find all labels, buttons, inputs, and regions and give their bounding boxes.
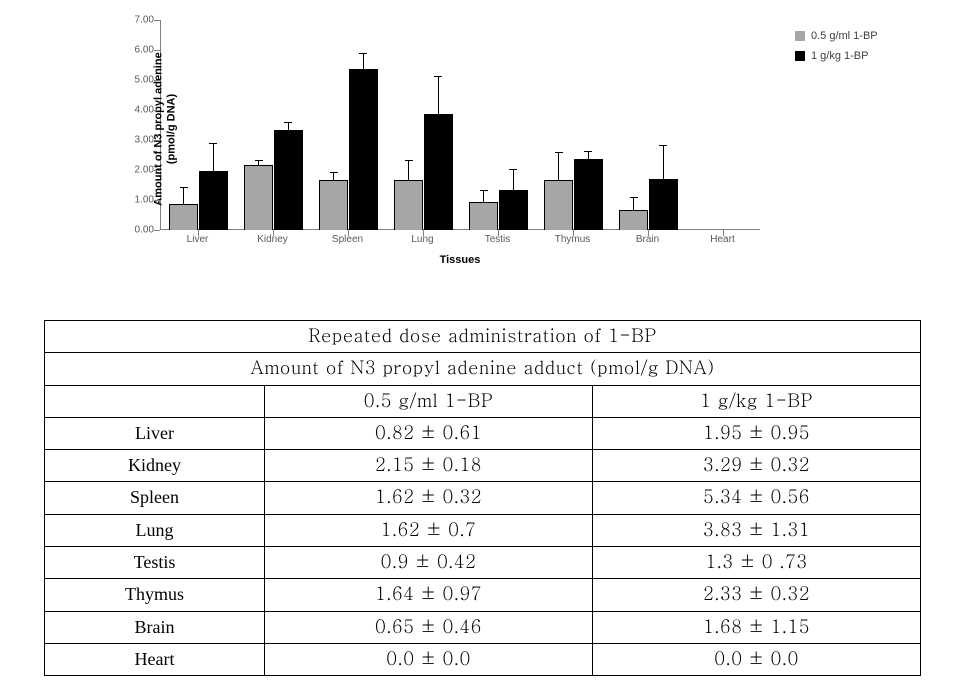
legend-swatch: [795, 31, 805, 41]
y-tick-mark: [154, 170, 160, 171]
table-row: Liver 0.82 ± 0.61 1.95 ± 0.95: [45, 417, 921, 449]
bars-layer: [160, 20, 760, 230]
x-tick-mark: [573, 230, 574, 236]
row-tissue: Testis: [45, 547, 265, 579]
table-title-2: Amount of N3 propyl adenine adduct (pmol…: [45, 353, 921, 385]
y-tick-label: 2.00: [114, 165, 154, 176]
bar-chart: 0.00 1.00 2.00 3.00 4.00 5.00 6.00 7.00 LiverKi…: [60, 10, 910, 290]
data-table: Repeated dose administration of 1-BP Amo…: [44, 320, 920, 676]
x-tick-mark: [648, 230, 649, 236]
chart-plot-area: 0.001.002.003.004.005.006.007.00 LiverKi…: [160, 20, 760, 230]
x-tick-labels: LiverKidneySpleenLungTestisThymusBrainHe…: [160, 230, 760, 248]
bar: [199, 171, 228, 231]
row-value-a: 0.9 ± 0.42: [265, 547, 593, 579]
y-tick-mark: [154, 50, 160, 51]
row-value-b: 3.83 ± 1.31: [593, 514, 921, 546]
row-value-a: 1.62 ± 0.32: [265, 482, 593, 514]
chart-legend: 0.5 g/ml 1-BP 1 g/kg 1-BP: [795, 30, 878, 70]
row-value-a: 1.64 ± 0.97: [265, 579, 593, 611]
row-value-b: 3.29 ± 0.32: [593, 450, 921, 482]
row-tissue: Liver: [45, 417, 265, 449]
table-row: Kidney 2.15 ± 0.18 3.29 ± 0.32: [45, 450, 921, 482]
row-tissue: Lung: [45, 514, 265, 546]
y-tick-labels: 0.001.002.003.004.005.006.007.00: [114, 20, 154, 230]
y-tick-label: 7.00: [114, 15, 154, 26]
row-value-b: 1.68 ± 1.15: [593, 611, 921, 643]
row-value-a: 0.82 ± 0.61: [265, 417, 593, 449]
legend-label: 0.5 g/ml 1-BP: [811, 30, 878, 42]
bar: [349, 69, 378, 230]
table-row: Brain 0.65 ± 0.46 1.68 ± 1.15: [45, 611, 921, 643]
x-tick-mark: [498, 230, 499, 236]
y-tick-mark: [154, 80, 160, 81]
page: 0.00 1.00 2.00 3.00 4.00 5.00 6.00 7.00 LiverKi…: [0, 0, 964, 687]
row-tissue: Heart: [45, 643, 265, 675]
row-tissue: Kidney: [45, 450, 265, 482]
table: Repeated dose administration of 1-BP Amo…: [44, 320, 921, 676]
y-tick-mark: [154, 200, 160, 201]
y-tick-label: 0.00: [114, 225, 154, 236]
table-title-1: Repeated dose administration of 1-BP: [45, 321, 921, 353]
bar: [544, 180, 573, 230]
table-row: Spleen 1.62 ± 0.32 5.34 ± 0.56: [45, 482, 921, 514]
table-row: Testis 0.9 ± 0.42 1.3 ± 0 .73: [45, 547, 921, 579]
row-value-b: 1.3 ± 0 .73: [593, 547, 921, 579]
bar: [244, 165, 273, 231]
table-title-row-2: Amount of N3 propyl adenine adduct (pmol…: [45, 353, 921, 385]
y-tick-mark: [154, 20, 160, 21]
y-tick-label: 4.00: [114, 105, 154, 116]
bar: [274, 130, 303, 230]
row-value-b: 0.0 ± 0.0: [593, 643, 921, 675]
x-tick-mark: [348, 230, 349, 236]
bar: [469, 202, 498, 230]
y-tick-mark: [154, 140, 160, 141]
row-tissue: Thymus: [45, 579, 265, 611]
table-header-dose-a: 0.5 g/ml 1-BP: [265, 385, 593, 417]
x-axis-title: Tissues: [160, 254, 760, 266]
row-value-a: 2.15 ± 0.18: [265, 450, 593, 482]
bar: [319, 180, 348, 230]
table-header-dose-b: 1 g/kg 1-BP: [593, 385, 921, 417]
legend-item: 0.5 g/ml 1-BP: [795, 30, 878, 42]
row-tissue: Brain: [45, 611, 265, 643]
row-tissue: Spleen: [45, 482, 265, 514]
table-row: Lung 1.62 ± 0.7 3.83 ± 1.31: [45, 514, 921, 546]
row-value-a: 1.62 ± 0.7: [265, 514, 593, 546]
bar: [424, 114, 453, 230]
x-tick-mark: [723, 230, 724, 236]
row-value-a: 0.65 ± 0.46: [265, 611, 593, 643]
y-tick-label: 6.00: [114, 45, 154, 56]
table-row: Heart 0.0 ± 0.0 0.0 ± 0.0: [45, 643, 921, 675]
bar: [574, 159, 603, 230]
row-value-b: 1.95 ± 0.95: [593, 417, 921, 449]
legend-label: 1 g/kg 1-BP: [811, 50, 868, 62]
row-value-b: 2.33 ± 0.32: [593, 579, 921, 611]
bar: [649, 179, 678, 230]
legend-item: 1 g/kg 1-BP: [795, 50, 878, 62]
table-header-empty: [45, 385, 265, 417]
x-tick-mark: [423, 230, 424, 236]
y-tick-mark: [154, 230, 160, 231]
x-tick-mark: [198, 230, 199, 236]
bar: [619, 210, 648, 231]
bar: [499, 190, 528, 230]
row-value-a: 0.0 ± 0.0: [265, 643, 593, 675]
y-tick-label: 1.00: [114, 195, 154, 206]
y-tick-label: 3.00: [114, 135, 154, 146]
table-body: Repeated dose administration of 1-BP Amo…: [45, 321, 921, 676]
legend-swatch: [795, 51, 805, 61]
y-tick-mark: [154, 110, 160, 111]
bar: [394, 180, 423, 230]
row-value-b: 5.34 ± 0.56: [593, 482, 921, 514]
table-row: Thymus 1.64 ± 0.97 2.33 ± 0.32: [45, 579, 921, 611]
y-axis-title: Amount of N3 propyl adenine(pmol/g DNA): [152, 39, 177, 219]
x-tick-mark: [273, 230, 274, 236]
y-tick-label: 5.00: [114, 75, 154, 86]
table-header-row: 0.5 g/ml 1-BP 1 g/kg 1-BP: [45, 385, 921, 417]
table-title-row-1: Repeated dose administration of 1-BP: [45, 321, 921, 353]
